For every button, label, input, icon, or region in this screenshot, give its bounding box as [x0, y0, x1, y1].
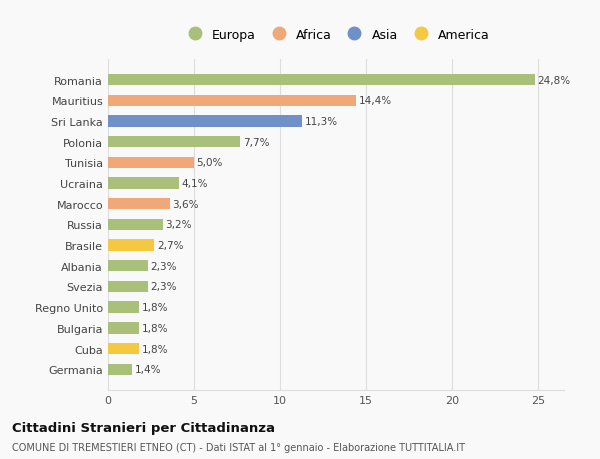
Text: 4,1%: 4,1% [181, 179, 208, 189]
Text: 1,8%: 1,8% [142, 323, 168, 333]
Bar [108, 364, 132, 375]
Bar [108, 219, 163, 230]
Bar [108, 261, 148, 272]
Bar [108, 95, 356, 106]
Bar [108, 75, 535, 86]
Text: 11,3%: 11,3% [305, 117, 338, 127]
Text: 2,3%: 2,3% [150, 282, 176, 292]
Text: 3,2%: 3,2% [166, 220, 192, 230]
Text: COMUNE DI TREMESTIERI ETNEO (CT) - Dati ISTAT al 1° gennaio - Elaborazione TUTTI: COMUNE DI TREMESTIERI ETNEO (CT) - Dati … [12, 442, 465, 452]
Bar [108, 116, 302, 127]
Text: 1,4%: 1,4% [134, 364, 161, 375]
Legend: Europa, Africa, Asia, America: Europa, Africa, Asia, America [179, 26, 493, 44]
Bar [108, 323, 139, 334]
Text: 2,7%: 2,7% [157, 241, 184, 251]
Bar [108, 302, 139, 313]
Text: 3,6%: 3,6% [173, 199, 199, 209]
Text: 5,0%: 5,0% [197, 158, 223, 168]
Bar [108, 343, 139, 354]
Text: 24,8%: 24,8% [538, 75, 571, 85]
Text: 1,8%: 1,8% [142, 344, 168, 354]
Text: 7,7%: 7,7% [243, 137, 269, 147]
Bar [108, 178, 179, 189]
Text: 2,3%: 2,3% [150, 261, 176, 271]
Text: 14,4%: 14,4% [358, 96, 391, 106]
Text: 1,8%: 1,8% [142, 302, 168, 313]
Bar [108, 199, 170, 210]
Bar [108, 137, 241, 148]
Bar [108, 240, 154, 251]
Bar [108, 157, 194, 168]
Text: Cittadini Stranieri per Cittadinanza: Cittadini Stranieri per Cittadinanza [12, 421, 275, 434]
Bar [108, 281, 148, 292]
